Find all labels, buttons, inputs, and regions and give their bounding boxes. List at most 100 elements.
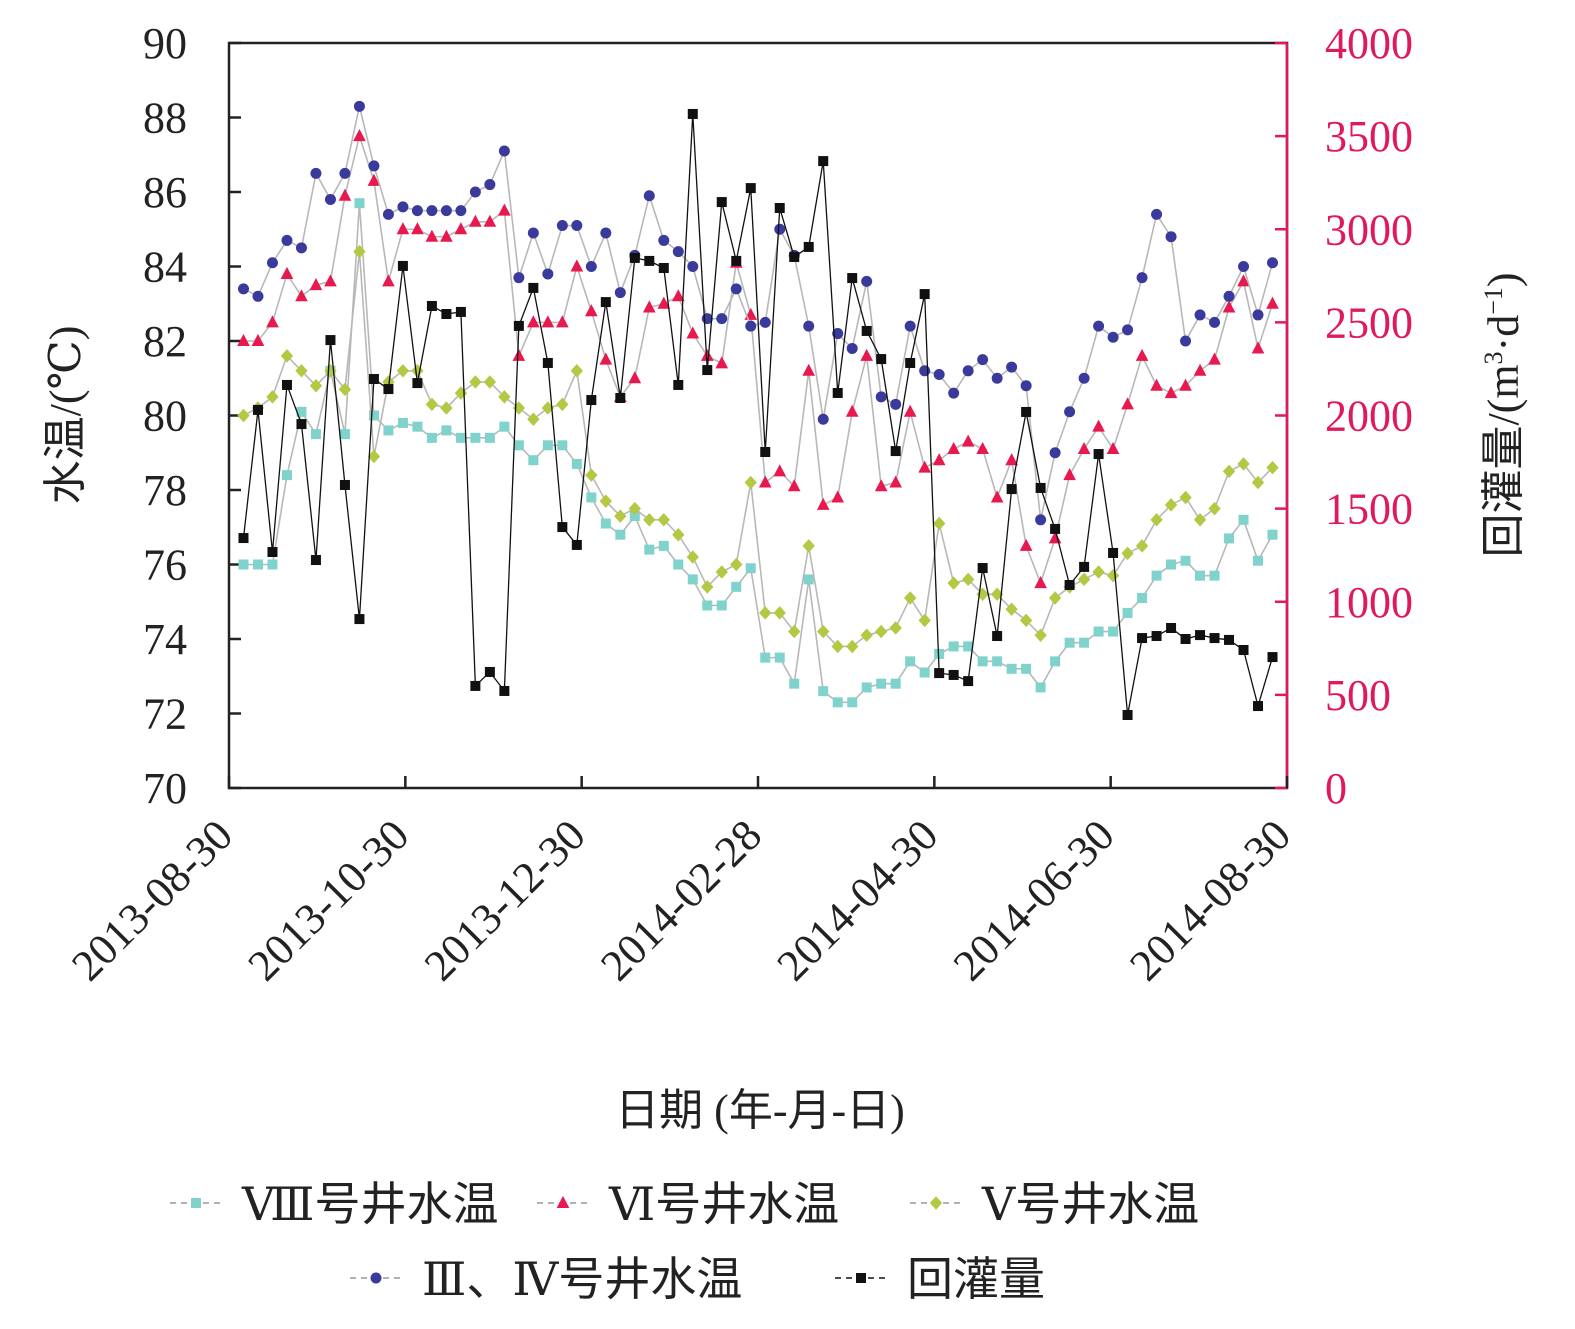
viii-temp-point (1166, 559, 1177, 570)
v-temp-point (266, 390, 279, 404)
iii-iv-temp-point (527, 227, 539, 239)
v-temp-point (1237, 457, 1250, 471)
legend-item: 回灌量 (835, 1254, 1045, 1305)
v-temp-point (309, 378, 323, 393)
x-tick-label: 2014-02-28 (591, 810, 771, 990)
v-temp-point (614, 509, 627, 523)
viii-temp-point (1267, 529, 1278, 540)
v-temp-point (1150, 513, 1163, 527)
vi-temp-point (758, 475, 772, 488)
injection-point (238, 533, 249, 544)
viii-temp-point (1108, 626, 1119, 637)
injection-point (470, 680, 481, 691)
viii-temp-point (528, 455, 539, 466)
iii-iv-temp-point (353, 100, 365, 112)
iii-iv-temp-point (266, 257, 278, 269)
viii-temp-point (1093, 626, 1104, 637)
left-tick-label: 80 (143, 392, 187, 441)
v-temp-point (672, 527, 685, 542)
injection-point (455, 306, 466, 317)
v-temp-point (686, 550, 699, 564)
injection-point (368, 373, 379, 384)
viii-temp-point (1035, 682, 1046, 693)
viii-temp-point (1021, 663, 1032, 674)
vi-temp-point (657, 296, 671, 309)
iii-iv-temp-point (237, 283, 249, 295)
iii-iv-temp-point (1165, 231, 1177, 243)
legend-point (191, 1198, 201, 1208)
v-temp-point (759, 606, 772, 620)
vi-temp-point (1222, 300, 1236, 313)
iii-iv-temp-point (745, 320, 757, 332)
left-tick-label: 86 (143, 168, 187, 217)
viii-temp-point (441, 425, 452, 436)
vi-temp-point (686, 326, 700, 339)
v-temp-point (1179, 490, 1192, 505)
vi-temp-point (1005, 453, 1018, 466)
vi-temp-point (1077, 441, 1091, 455)
viii-temp-point (847, 697, 858, 708)
iii-iv-temp-point (1209, 316, 1221, 328)
viii-temp-point (238, 559, 249, 570)
vi-temp-point (527, 315, 540, 328)
legend-label: 回灌量 (907, 1254, 1045, 1305)
viii-temp-point (1238, 514, 1249, 525)
v-temp-point (875, 624, 888, 639)
v-temp-point (440, 401, 453, 415)
v-temp-point (1251, 475, 1265, 490)
x-tick-label: 2013-12-30 (415, 810, 595, 990)
vi-temp-point (628, 371, 642, 384)
viii-temp-point (557, 440, 568, 451)
vi-temp-point (396, 222, 410, 235)
right-tick-label: 1500 (1325, 485, 1413, 534)
viii-temp-point (1137, 593, 1148, 604)
iii-iv-temp-point (1194, 309, 1206, 321)
injection-point (803, 241, 814, 252)
vi-temp-point (1193, 363, 1207, 376)
x-axis-label: 日期 (年-月-日) (615, 1086, 905, 1135)
right-tick-label: 3500 (1325, 112, 1413, 161)
iii-iv-temp-point (455, 205, 467, 217)
iii-iv-temp-point (339, 167, 351, 179)
viii-temp-point (267, 559, 278, 570)
v-temp-point (961, 572, 975, 587)
v-temp-point (599, 494, 613, 508)
viii-temp-point (992, 656, 1003, 667)
iii-iv-temp-point (368, 160, 380, 172)
legend-point (370, 1272, 382, 1284)
viii-temp-point (571, 458, 582, 469)
y-right-label-sup1: 3 (1479, 351, 1508, 364)
iii-iv-temp-point (875, 391, 887, 403)
injection-point (1050, 523, 1061, 534)
injection-point (948, 669, 959, 680)
vi-temp-point (353, 129, 366, 142)
left-tick-label: 84 (143, 243, 187, 292)
injection-point (528, 282, 539, 293)
injection-point (542, 357, 553, 368)
y-right-label-end: ) (1479, 272, 1528, 287)
vi-temp-point (1019, 538, 1033, 551)
v-temp-point (643, 513, 656, 527)
v-temp-point (744, 475, 757, 490)
viii-temp-point (1064, 637, 1075, 648)
x-tick-label: 2014-08-30 (1120, 810, 1300, 990)
series-injection (238, 108, 1278, 720)
injection-point (731, 255, 742, 266)
v-temp-point (1266, 460, 1279, 475)
vi-temp-point (324, 274, 337, 287)
injection-point (1006, 484, 1017, 495)
injection-point (977, 563, 988, 574)
injection-point (673, 379, 684, 390)
iii-iv-temp-point (310, 167, 322, 179)
v-temp-point (527, 412, 540, 426)
v-temp-point (425, 397, 439, 412)
viii-temp-point (397, 417, 408, 428)
v-temp-point (918, 613, 931, 628)
vi-temp-point (1063, 468, 1076, 481)
vi-temp-point (280, 266, 294, 279)
viii-temp-point (731, 581, 742, 592)
iii-iv-temp-point (1049, 447, 1061, 459)
iii-iv-temp-point (962, 365, 974, 377)
v-temp-point (657, 513, 670, 527)
viii-temp-point (832, 697, 843, 708)
